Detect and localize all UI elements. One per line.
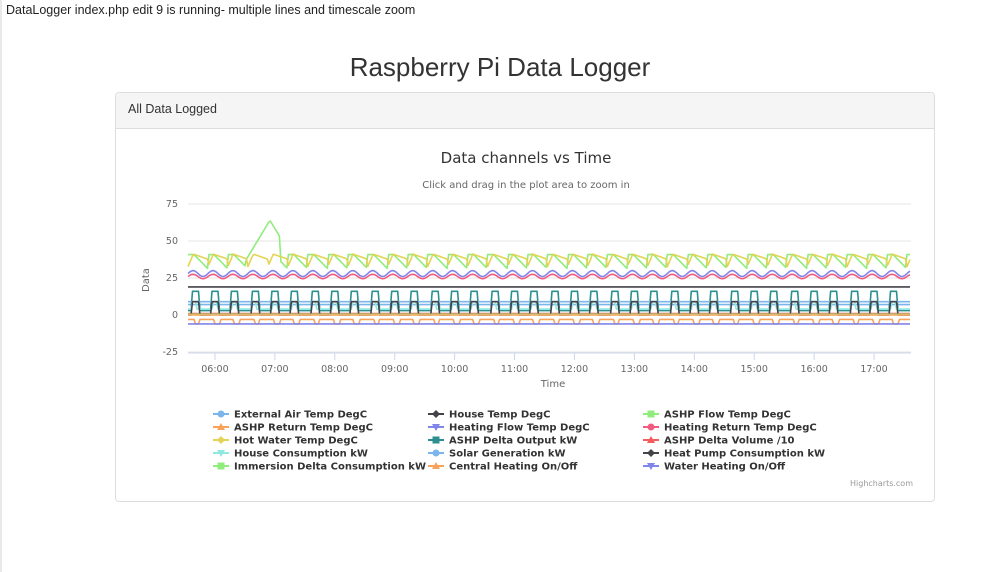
legend-marker-icon xyxy=(432,449,440,457)
legend-label: Central Heating On/Off xyxy=(449,462,578,473)
legend-label: House Consumption kW xyxy=(234,449,368,460)
legend-label: Heat Pump Consumption kW xyxy=(664,449,825,460)
plot-area[interactable] xyxy=(187,220,911,325)
legend-item[interactable]: Heating Return Temp DegC xyxy=(643,423,817,434)
legend-label: Heating Flow Temp DegC xyxy=(449,423,590,434)
legend-label: Heating Return Temp DegC xyxy=(664,423,817,434)
credits[interactable]: Highcharts.com xyxy=(850,479,913,488)
legend-marker-icon xyxy=(647,410,655,418)
panel-heading: All Data Logged xyxy=(116,93,934,129)
legend-marker-icon xyxy=(217,436,225,444)
left-page-edge xyxy=(0,0,2,572)
legend-marker-icon xyxy=(647,423,655,431)
legend: External Air Temp DegC House Temp DegC ASH… xyxy=(213,410,825,473)
legend-label: House Temp DegC xyxy=(449,410,551,421)
legend-item[interactable]: House Consumption kW xyxy=(213,449,368,460)
y-tick-label: -25 xyxy=(162,347,178,358)
legend-marker-icon xyxy=(432,410,440,418)
legend-item[interactable]: ASHP Flow Temp DegC xyxy=(643,410,791,421)
series-line-3[interactable] xyxy=(188,220,910,270)
y-tick-label: 75 xyxy=(166,199,178,210)
legend-marker-icon xyxy=(217,410,225,418)
legend-item[interactable]: Central Heating On/Off xyxy=(428,462,578,473)
legend-item[interactable]: House Temp DegC xyxy=(428,410,551,421)
legend-marker-icon xyxy=(432,462,440,469)
legend-item[interactable]: ASHP Delta Output kW xyxy=(428,436,577,447)
chart-panel: All Data Logged Data channels vs Time Cl… xyxy=(115,92,935,502)
y-tick-label: 50 xyxy=(166,236,178,247)
legend-marker-icon xyxy=(432,436,440,444)
legend-marker-icon xyxy=(647,436,655,443)
legend-label: ASHP Delta Volume /10 xyxy=(664,436,795,447)
chart[interactable]: Data channels vs Time Click and drag in … xyxy=(116,130,934,500)
legend-item[interactable]: Immersion Delta Consumption kW xyxy=(213,462,426,473)
legend-item[interactable]: External Air Temp DegC xyxy=(213,410,367,421)
legend-item[interactable]: ASHP Return Temp DegC xyxy=(213,423,373,434)
x-tick-label: 16:00 xyxy=(800,364,827,375)
legend-marker-icon xyxy=(217,450,225,457)
x-tick-label: 17:00 xyxy=(860,364,887,375)
legend-label: Hot Water Temp DegC xyxy=(234,436,358,447)
x-tick-label: 12:00 xyxy=(561,364,588,375)
legend-label: Solar Generation kW xyxy=(449,449,566,460)
x-tick-label: 07:00 xyxy=(261,364,288,375)
x-tick-label: 09:00 xyxy=(381,364,408,375)
legend-marker-icon xyxy=(432,424,440,431)
x-tick-label: 11:00 xyxy=(501,364,528,375)
legend-label: ASHP Return Temp DegC xyxy=(234,423,373,434)
legend-item[interactable]: Water Heating On/Off xyxy=(643,462,786,473)
page-title: Raspberry Pi Data Logger xyxy=(349,52,651,82)
x-tick-label: 06:00 xyxy=(201,364,228,375)
legend-label: ASHP Delta Output kW xyxy=(449,436,577,447)
legend-item[interactable]: Hot Water Temp DegC xyxy=(213,436,358,447)
y-tick-label: 0 xyxy=(172,310,178,321)
x-tick-label: 13:00 xyxy=(621,364,648,375)
legend-marker-icon xyxy=(647,449,655,457)
legend-item[interactable]: Heat Pump Consumption kW xyxy=(643,449,825,460)
series-line-10[interactable] xyxy=(188,300,910,310)
series-line-8[interactable] xyxy=(188,290,910,312)
x-tick-label: 08:00 xyxy=(321,364,348,375)
series-line-5[interactable] xyxy=(187,269,911,278)
x-tick-label: 10:00 xyxy=(441,364,468,375)
legend-marker-icon xyxy=(217,462,225,470)
x-tick-label: 14:00 xyxy=(681,364,708,375)
legend-marker-icon xyxy=(647,463,655,470)
y-axis: -25 0 25 50 75 xyxy=(162,199,178,358)
legend-label: Water Heating On/Off xyxy=(664,462,786,473)
legend-label: Immersion Delta Consumption kW xyxy=(234,462,426,473)
chart-title: Data channels vs Time xyxy=(441,149,612,167)
y-tick-label: 25 xyxy=(166,273,178,284)
x-axis-label: Time xyxy=(540,379,565,390)
series-line-7[interactable] xyxy=(187,253,911,268)
legend-label: External Air Temp DegC xyxy=(234,410,367,421)
x-axis: 06:00 07:00 08:00 09:00 10:00 11:00 12:00 13:00… xyxy=(188,352,911,375)
series-line-4[interactable] xyxy=(188,318,910,325)
legend-item[interactable]: ASHP Delta Volume /10 xyxy=(643,436,795,447)
legend-item[interactable]: Solar Generation kW xyxy=(428,449,566,460)
legend-marker-icon xyxy=(217,423,225,430)
legend-label: ASHP Flow Temp DegC xyxy=(664,410,791,421)
y-axis-label: Data xyxy=(141,268,152,292)
x-tick-label: 15:00 xyxy=(741,364,768,375)
status-note: DataLogger index.php edit 9 is running- … xyxy=(6,3,416,17)
chart-subtitle: Click and drag in the plot area to zoom … xyxy=(422,180,630,191)
legend-item[interactable]: Heating Flow Temp DegC xyxy=(428,423,590,434)
series-line-6[interactable] xyxy=(187,273,911,280)
